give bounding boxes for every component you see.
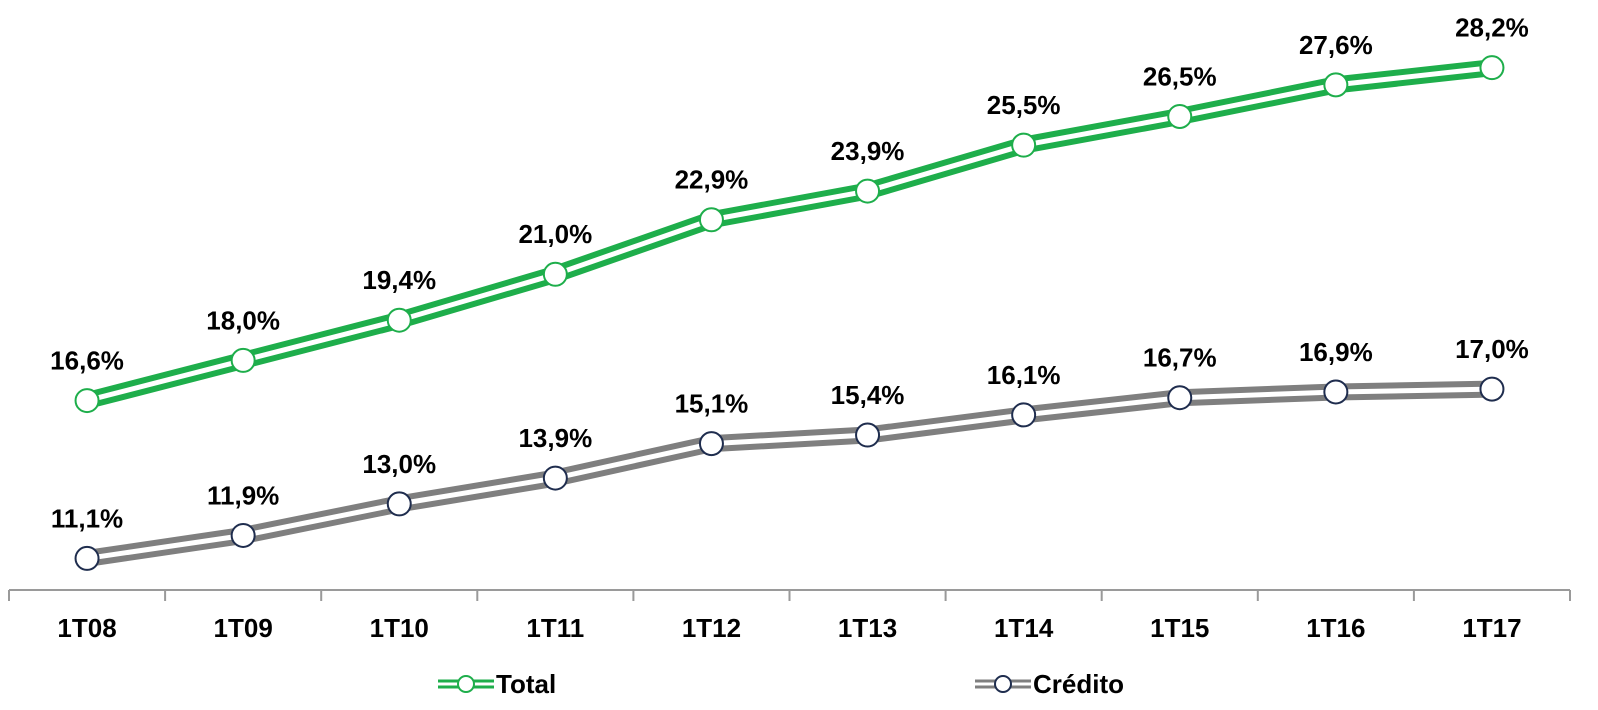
- data-label: 18,0%: [206, 305, 280, 335]
- data-label: 11,9%: [207, 480, 279, 510]
- point: [74, 388, 100, 414]
- point: [386, 307, 412, 333]
- series-line-inner: [86, 386, 1492, 561]
- x-tick-label: 1T17: [1462, 613, 1521, 643]
- point: [542, 261, 568, 287]
- legend-label: Total: [496, 669, 556, 699]
- x-tick-label: 1T10: [370, 613, 429, 643]
- x-tick-label: 1T12: [682, 613, 741, 643]
- point: [74, 545, 100, 571]
- point: [230, 522, 256, 548]
- data-label: 16,1%: [987, 360, 1061, 390]
- x-tick-label: 1T15: [1150, 613, 1209, 643]
- point: [1323, 379, 1349, 405]
- data-label: 26,5%: [1143, 61, 1217, 91]
- point: [698, 431, 724, 457]
- x-tick-label: 1T08: [57, 613, 116, 643]
- data-label: 21,0%: [518, 219, 592, 249]
- point: [1011, 132, 1037, 158]
- legend-marker: [457, 675, 475, 693]
- data-label: 17,0%: [1455, 334, 1529, 364]
- point: [855, 422, 881, 448]
- point: [1479, 55, 1505, 81]
- legend-label: Crédito: [1033, 669, 1124, 699]
- x-tick-label: 1T16: [1306, 613, 1365, 643]
- data-label: 23,9%: [831, 136, 905, 166]
- data-label: 16,9%: [1299, 337, 1373, 367]
- point: [855, 178, 881, 204]
- x-tick-label: 1T14: [994, 613, 1054, 643]
- point: [386, 491, 412, 517]
- point: [1479, 376, 1505, 402]
- data-label: 25,5%: [987, 90, 1061, 120]
- data-label: 13,9%: [518, 423, 592, 453]
- point: [1323, 72, 1349, 98]
- x-tick-label: 1T13: [838, 613, 897, 643]
- point: [1011, 402, 1037, 428]
- series-line: [84, 59, 1493, 409]
- data-label: 15,4%: [831, 380, 905, 410]
- point: [230, 347, 256, 373]
- x-tick-label: 1T09: [214, 613, 273, 643]
- data-label: 16,6%: [50, 345, 124, 375]
- data-label: 27,6%: [1299, 30, 1373, 60]
- data-label: 22,9%: [675, 165, 749, 195]
- point: [1167, 385, 1193, 411]
- point: [698, 207, 724, 233]
- data-label: 13,0%: [362, 449, 436, 479]
- series-line-inner: [86, 65, 1493, 404]
- data-label: 15,1%: [675, 389, 749, 419]
- data-label: 19,4%: [362, 265, 436, 295]
- legend-marker: [994, 675, 1012, 693]
- point: [1167, 103, 1193, 129]
- x-tick-label: 1T11: [526, 613, 584, 643]
- data-label: 11,1%: [51, 503, 123, 533]
- data-label: 16,7%: [1143, 343, 1217, 373]
- point: [542, 465, 568, 491]
- series-line: [85, 380, 1493, 567]
- data-label: 28,2%: [1455, 13, 1529, 43]
